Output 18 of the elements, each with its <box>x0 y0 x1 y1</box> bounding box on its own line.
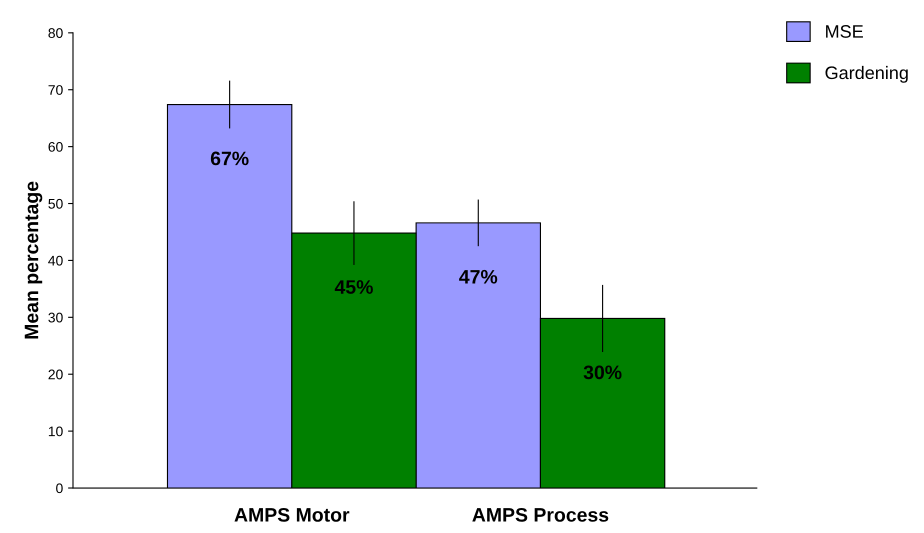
y-tick-label: 30 <box>48 312 63 322</box>
data-label: 47% <box>459 270 498 284</box>
legend-label: Gardening <box>826 66 908 83</box>
y-tick-label: 0 <box>56 483 63 494</box>
y-tick-label: 10 <box>48 426 63 436</box>
legend-label: MSE <box>826 25 863 38</box>
y-axis-title: Mean percentage <box>24 182 42 339</box>
y-tick-label: 60 <box>48 142 63 152</box>
y-tick-label: 70 <box>48 85 63 95</box>
data-label: 30% <box>584 365 622 380</box>
data-label: 45% <box>334 280 373 294</box>
x-tick-label: AMPS Process <box>472 508 608 522</box>
y-tick-label: 50 <box>48 198 63 209</box>
y-tick-label: 20 <box>48 370 63 380</box>
y-tick-label: 80 <box>48 28 63 38</box>
data-label: 67% <box>210 152 249 166</box>
y-tick-label: 40 <box>48 256 63 266</box>
x-tick-label: AMPS Motor <box>234 508 350 522</box>
